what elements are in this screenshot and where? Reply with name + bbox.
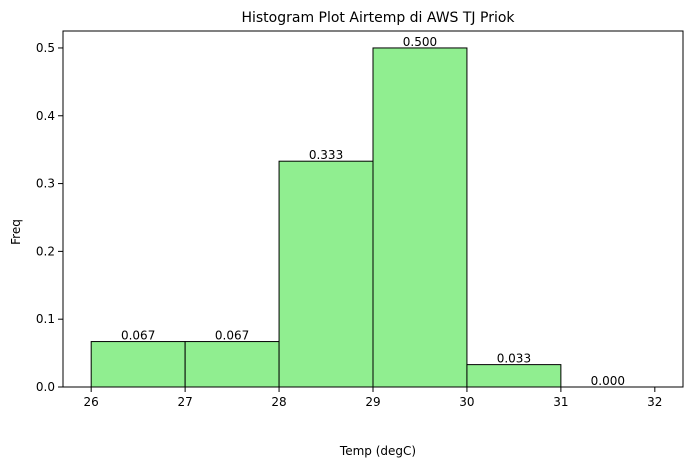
bar-value-label: 0.000 (591, 374, 625, 388)
y-tick-label: 0.1 (36, 312, 55, 326)
y-axis: 0.0 0.1 0.2 0.3 0.4 0.5 (36, 41, 63, 394)
bar-value-label: 0.033 (497, 352, 531, 366)
x-axis-label: Temp (degC) (339, 444, 416, 458)
y-tick-label: 0.0 (36, 380, 55, 394)
x-axis: 26 27 28 29 30 31 32 (84, 387, 662, 409)
x-tick-label: 30 (459, 395, 474, 409)
x-tick-label: 32 (647, 395, 662, 409)
bar-labels-layer: 0.067 0.067 0.333 0.500 0.033 0.000 (121, 35, 625, 388)
plot-frame (62, 30, 684, 388)
y-tick-label: 0.3 (36, 177, 55, 191)
x-tick-label: 28 (271, 395, 286, 409)
x-tick-label: 31 (553, 395, 568, 409)
bar-value-label: 0.500 (403, 35, 437, 49)
chart-title: Histogram Plot Airtemp di AWS TJ Priok (241, 10, 515, 26)
y-tick-label: 0.2 (36, 244, 55, 258)
histogram-bar (466, 364, 562, 388)
bar-value-label: 0.333 (309, 148, 343, 162)
y-axis-label: Freq (9, 219, 23, 245)
bars-layer (90, 47, 562, 388)
x-tick-label: 26 (84, 395, 99, 409)
histogram-bar (184, 341, 280, 388)
y-tick-label: 0.4 (36, 109, 55, 123)
x-tick-label: 27 (177, 395, 192, 409)
y-tick-label: 0.5 (36, 41, 55, 55)
x-tick-label: 29 (365, 395, 380, 409)
histogram-bar (90, 341, 186, 388)
bar-value-label: 0.067 (121, 329, 155, 343)
histogram-bar (372, 47, 468, 388)
bar-value-label: 0.067 (215, 329, 249, 343)
histogram-bar (278, 160, 374, 388)
